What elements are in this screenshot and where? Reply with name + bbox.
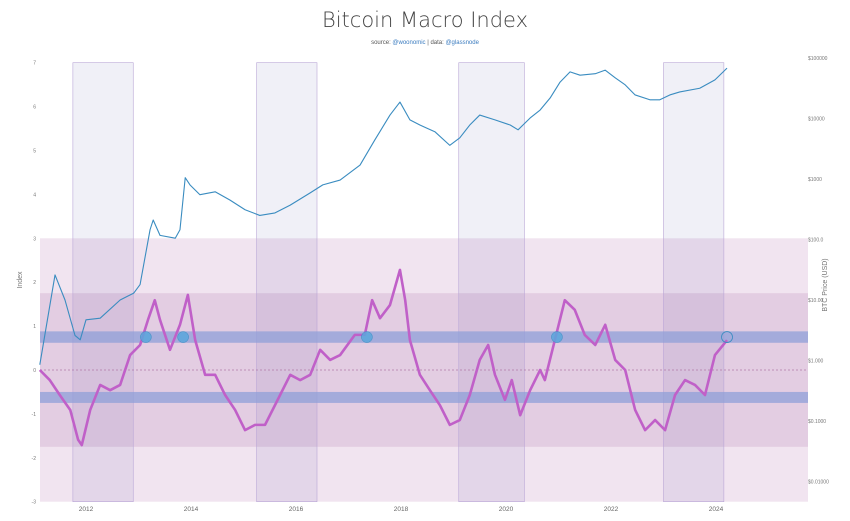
shaded-period (663, 62, 725, 503)
shaded-period (72, 62, 134, 503)
x-tick-label: 2014 (184, 506, 199, 513)
subtitle-separator: | (427, 40, 429, 46)
x-tick-label: 2024 (709, 506, 724, 513)
x-tick-label: 2016 (289, 506, 304, 513)
shaded-period (458, 62, 525, 503)
y2-tick-label: $100.0 (808, 238, 824, 244)
macro-index-line (38, 268, 729, 447)
chart-title: Bitcoin Macro Index (321, 8, 529, 32)
x-tick-label: 2022 (604, 506, 619, 513)
y-tick-label: 5 (33, 149, 36, 155)
y-tick-label: -1 (32, 412, 37, 418)
y-tick-label: -3 (32, 500, 37, 506)
x-tick-label: 2018 (394, 506, 409, 513)
signal-marker (177, 331, 189, 343)
chart-subtitle: source: @woonomic | data: @glassnode (0, 40, 850, 46)
shaded-period (256, 62, 318, 503)
x-tick-label: 2020 (499, 506, 514, 513)
y2-tick-label: $100000 (808, 56, 828, 62)
y2-tick-label: $10.00 (808, 298, 824, 304)
y-tick-label: 2 (33, 280, 36, 286)
y-tick-label: 0 (33, 368, 36, 374)
upper-signal-band (40, 331, 808, 343)
data-label: data: (430, 40, 444, 46)
y2-tick-label: $10000 (808, 117, 825, 123)
y-tick-label: 1 (33, 324, 36, 330)
y2-tick-label: $0.1000 (808, 419, 826, 425)
signal-marker (721, 331, 733, 343)
y2-axis-label: BTC Price (USD) (822, 258, 829, 311)
y-tick-label: 4 (33, 192, 36, 198)
signal-marker (140, 331, 152, 343)
y-tick-label: 7 (33, 61, 36, 67)
y-tick-label: 3 (33, 236, 36, 242)
lower-signal-band (40, 391, 808, 403)
y2-tick-label: $1000 (808, 177, 822, 183)
y2-tick-label: $0.01000 (808, 480, 829, 486)
y-tick-label: 6 (33, 105, 36, 111)
y2-tick-label: $1.000 (808, 359, 824, 365)
x-tick-label: 2012 (79, 506, 94, 513)
source-link[interactable]: @woonomic (392, 40, 426, 46)
signal-marker (361, 331, 373, 343)
source-label: source: (371, 40, 391, 46)
y-tick-label: -2 (32, 456, 37, 462)
data-link[interactable]: @glassnode (445, 40, 479, 46)
btc-price-line (39, 67, 728, 365)
signal-marker (551, 331, 563, 343)
y-axis-label: Index (17, 271, 24, 289)
